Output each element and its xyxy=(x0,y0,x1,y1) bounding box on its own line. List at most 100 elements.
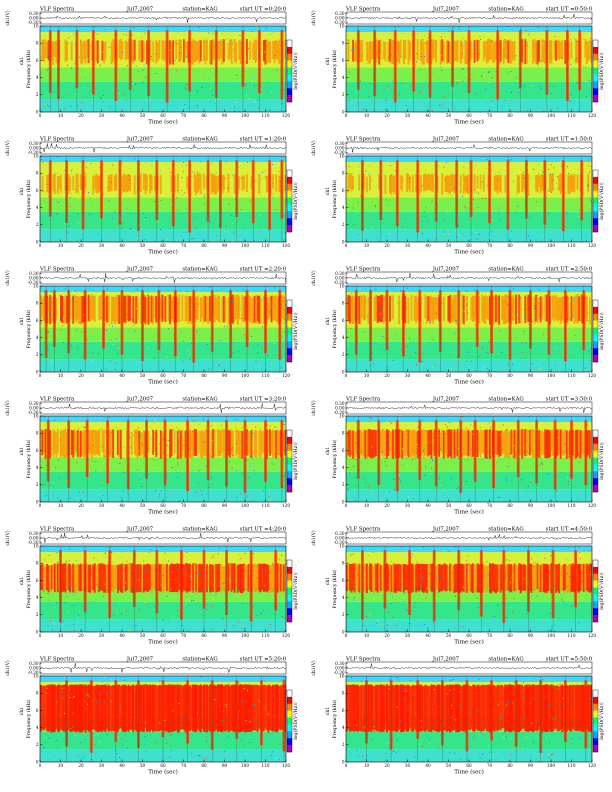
spectrogram-panel: VLF Spectra Jul7,2007 station=KAG start UT … xyxy=(306,135,612,262)
x-tick-label: 90 xyxy=(528,503,534,508)
y-tick-label: 8 xyxy=(342,561,345,566)
y-tick-label: 2 xyxy=(342,742,345,747)
colorbar-label: log(PSD(V²/Hz)) xyxy=(292,312,299,350)
colorbar-segment xyxy=(593,703,598,711)
channel-tick-label: -0.30 xyxy=(334,670,345,675)
x-tick-label: 80 xyxy=(201,763,207,768)
y-axis-label: Frequency (kHz) xyxy=(331,49,338,88)
x-tick-label: 80 xyxy=(201,373,207,378)
colorbar-label: log(PSD(V²/Hz)) xyxy=(598,572,605,610)
x-tick-label: 20 xyxy=(78,503,84,508)
x-tick-label: 80 xyxy=(507,503,513,508)
x-tick-label: 0 xyxy=(345,503,348,508)
channel-tick-label: -0.30 xyxy=(334,410,345,415)
colorbar-segment xyxy=(593,53,598,61)
x-tick-label: 20 xyxy=(78,763,84,768)
colorbar-segment xyxy=(593,67,598,75)
y-tick-label: 0 xyxy=(342,629,345,634)
colorbar-label: log(PSD(V²/Hz)) xyxy=(292,572,299,610)
panel-date: Jul7,2007 xyxy=(432,527,460,533)
x-tick-label: 120 xyxy=(282,113,290,118)
colorbar-segment xyxy=(287,560,292,568)
spectrogram-channel-label: ch1 xyxy=(19,187,25,196)
colorbar-segment xyxy=(593,566,598,574)
x-tick-label: 30 xyxy=(99,503,105,508)
spectrogram-image xyxy=(346,156,592,242)
spectrogram-svg: VLF Spectra Jul7,2007 station=KAG start UT … xyxy=(4,527,299,646)
colorbar-segment xyxy=(593,601,598,609)
x-tick-label: 30 xyxy=(405,633,411,638)
x-tick-label: 80 xyxy=(201,243,207,248)
channel-tick-label: 0.30 xyxy=(335,401,345,406)
colorbar-segment xyxy=(593,183,598,191)
spectrogram-svg: VLF Spectra Jul7,2007 station=KAG start UT … xyxy=(310,137,605,256)
x-tick-label: 30 xyxy=(99,243,105,248)
panel-station: station=KAG xyxy=(182,527,217,533)
y-tick-label: 4 xyxy=(342,335,345,340)
colorbar-segment xyxy=(287,580,292,588)
colorbar-segment xyxy=(287,60,292,68)
spectrogram-panel: VLF Spectra Jul7,2007 station=KAG start UT … xyxy=(0,395,306,522)
y-tick-label: 0 xyxy=(342,759,345,764)
channel-tick-label: -0.30 xyxy=(334,280,345,285)
x-tick-label: 120 xyxy=(282,633,290,638)
x-tick-label: 0 xyxy=(39,503,42,508)
colorbar-segment xyxy=(593,457,598,465)
x-tick-label: 100 xyxy=(241,373,249,378)
channel-tick-label: 0.30 xyxy=(335,661,345,666)
colorbar-frame xyxy=(592,559,599,623)
channel-trace xyxy=(39,143,287,153)
colorbar-frame xyxy=(286,299,293,363)
colorbar-segment xyxy=(593,81,598,89)
x-tick-label: 0 xyxy=(345,633,348,638)
y-tick-label: 6 xyxy=(342,708,345,713)
panel-station: station=KAG xyxy=(182,397,217,403)
colorbar-segment xyxy=(287,464,292,472)
colorbar-segment xyxy=(287,95,292,103)
channel-tick-label: -0.30 xyxy=(334,150,345,155)
y-tick-label: 0 xyxy=(342,109,345,114)
colorbar-segment xyxy=(287,690,292,698)
x-tick-label: 120 xyxy=(588,113,596,118)
colorbar-segment xyxy=(593,320,598,328)
x-tick-label: 120 xyxy=(282,243,290,248)
x-tick-label: 90 xyxy=(528,243,534,248)
y-tick-label: 0 xyxy=(342,239,345,244)
x-tick-label: 110 xyxy=(262,503,270,508)
x-tick-label: 10 xyxy=(364,633,370,638)
channel-tick-label: 0.30 xyxy=(29,661,39,666)
channel-tick-label: 0.00 xyxy=(335,535,345,540)
x-tick-label: 100 xyxy=(547,503,555,508)
colorbar-frame xyxy=(592,429,599,493)
colorbar-segment xyxy=(593,60,598,68)
colorbar-segment xyxy=(593,724,598,732)
colorbar-segment xyxy=(287,436,292,444)
channel-tick-label: 0.00 xyxy=(29,535,39,540)
channel-tick-label: 0.00 xyxy=(335,145,345,150)
x-tick-label: 40 xyxy=(425,113,431,118)
x-tick-label: 110 xyxy=(568,243,576,248)
colorbar-segment xyxy=(287,341,292,349)
colorbar-label: log(PSD(V²/Hz)) xyxy=(598,702,605,740)
x-tick-label: 10 xyxy=(364,503,370,508)
x-tick-label: 40 xyxy=(425,503,431,508)
spectrogram-panel: VLF Spectra Jul7,2007 station=KAG start UT … xyxy=(306,5,612,132)
channel-trace-box xyxy=(345,531,593,545)
channel-trace xyxy=(39,273,287,283)
colorbar-label: log(PSD(V²/Hz)) xyxy=(292,442,299,480)
colorbar-frame xyxy=(286,689,293,753)
panel-start-ut: start UT =2:50:0 xyxy=(546,267,593,273)
channel-axis-label: ch1(V) xyxy=(4,10,11,26)
channel-tick-label: -0.30 xyxy=(334,540,345,545)
x-tick-label: 20 xyxy=(384,503,390,508)
y-tick-label: 8 xyxy=(36,691,39,696)
x-tick-label: 90 xyxy=(528,633,534,638)
x-axis-label: Time (sec) xyxy=(148,249,178,256)
y-tick-label: 6 xyxy=(36,58,39,63)
x-tick-label: 60 xyxy=(160,503,166,508)
spectrogram-image xyxy=(40,286,286,372)
spectrogram-svg: VLF Spectra Jul7,2007 station=KAG start UT … xyxy=(4,267,299,386)
y-tick-label: 10 xyxy=(33,543,39,548)
colorbar-frame xyxy=(286,429,293,493)
colorbar-segment xyxy=(287,88,292,96)
